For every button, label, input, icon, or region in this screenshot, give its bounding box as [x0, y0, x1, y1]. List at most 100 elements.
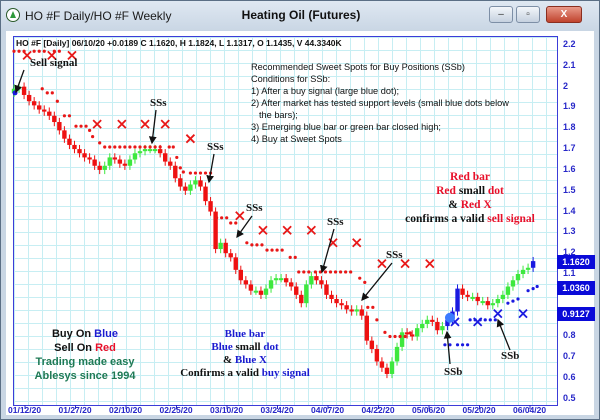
- red-stop-dot: [171, 145, 175, 149]
- red-stop-dot: [375, 318, 379, 322]
- red-stop-dot: [215, 216, 219, 220]
- red-stop-dot: [358, 276, 362, 280]
- red-stop-dot: [153, 145, 157, 149]
- minimize-button[interactable]: ‒: [489, 6, 513, 23]
- candle-body: [314, 276, 319, 281]
- candle-body: [420, 323, 425, 329]
- red-stop-dot: [363, 280, 367, 284]
- sss-label: SSs: [207, 141, 224, 153]
- close-button[interactable]: X: [546, 6, 582, 23]
- ssb-conditions-note: Recommended Sweet Spots for Buy Position…: [251, 61, 509, 145]
- candle-body: [147, 149, 153, 152]
- buy-legend-text: &: [222, 354, 235, 366]
- candle-body: [329, 294, 334, 300]
- candle-body: [31, 101, 37, 106]
- candle-body: [399, 332, 405, 347]
- candle-body: [248, 284, 254, 291]
- red-stop-dot: [302, 270, 306, 274]
- blue-support-dot: [531, 286, 535, 291]
- candle-body: [228, 253, 233, 258]
- candle-body: [132, 153, 138, 160]
- red-stop-dot: [408, 331, 412, 335]
- annotation-arrow: [361, 262, 393, 302]
- candle-body: [208, 201, 213, 212]
- sell-signal-label: Sell signal: [30, 57, 78, 69]
- candle-body: [188, 184, 193, 191]
- brand-text: Sell On: [54, 342, 96, 354]
- blue-support-dot: [466, 343, 470, 347]
- red-stop-dot: [265, 248, 269, 252]
- sss-label: SSs: [386, 249, 403, 261]
- red-x-marker: [377, 258, 387, 269]
- candle-body: [152, 149, 158, 152]
- y-tick-label: 2: [563, 80, 569, 91]
- window-title: HO #F Daily/HO #F Weekly: [25, 9, 172, 23]
- candle-body: [243, 280, 249, 285]
- y-tick-label: 1.6: [563, 163, 576, 174]
- candle-body: [369, 340, 375, 349]
- candle-body: [294, 286, 299, 295]
- candle-body: [394, 346, 400, 362]
- red-stop-dot: [37, 49, 41, 53]
- y-tick-label: 1.8: [563, 122, 576, 133]
- red-stop-dot: [293, 255, 297, 259]
- red-stop-dot: [393, 334, 397, 339]
- red-stop-dot: [220, 216, 224, 220]
- candle-body: [359, 309, 364, 316]
- candle-body: [470, 296, 475, 299]
- red-stop-dot: [42, 49, 46, 53]
- candle-body: [425, 319, 430, 324]
- blue-support-dot: [443, 343, 447, 347]
- red-stop-dot: [62, 114, 66, 118]
- candle-body: [142, 149, 148, 152]
- red-stop-dot: [40, 87, 44, 91]
- red-stop-dot: [275, 248, 279, 252]
- candle-body: [374, 348, 380, 362]
- maximize-button[interactable]: ▫: [516, 6, 540, 23]
- candle-body: [324, 284, 329, 295]
- blue-support-dot: [535, 284, 539, 289]
- red-stop-dot: [234, 221, 238, 225]
- red-stop-dot: [113, 145, 117, 149]
- blue-support-dot: [506, 301, 510, 305]
- candle-body: [193, 180, 198, 185]
- candle-body: [253, 290, 259, 293]
- candle-body: [112, 157, 117, 160]
- sell-legend-text: confirms a valid: [405, 213, 488, 225]
- candle-body: [480, 301, 485, 304]
- red-x-marker: [425, 258, 435, 269]
- red-stop-dot: [45, 91, 49, 95]
- candle-body: [389, 361, 395, 374]
- red-stop-dot: [32, 49, 36, 53]
- title-bar[interactable]: HO #F Daily/HO #F Weekly Heating Oil (Fu…: [1, 1, 599, 31]
- buy-legend-line: Blue bar: [224, 328, 266, 340]
- candle-body: [57, 122, 62, 131]
- blue-support-dot: [460, 343, 465, 347]
- red-stop-dot: [198, 171, 203, 175]
- note-line: Recommended Sweet Spots for Buy Position…: [251, 62, 465, 72]
- candle-body: [97, 165, 102, 170]
- candle-body: [47, 111, 52, 116]
- annotation-arrow: [443, 330, 452, 365]
- red-stop-dot: [313, 270, 317, 274]
- candle-body: [283, 278, 289, 283]
- candle-body: [520, 269, 526, 275]
- red-stop-dot: [323, 270, 328, 274]
- red-stop-dot: [193, 171, 198, 175]
- red-stop-dot: [203, 171, 208, 175]
- red-stop-dot: [55, 99, 59, 103]
- x-tick-label: 03/10/20: [210, 405, 244, 415]
- candle-body: [168, 161, 173, 166]
- candle-body: [26, 94, 32, 102]
- candle-body: [430, 319, 435, 322]
- candle-body: [344, 305, 349, 310]
- candle-body: [460, 288, 465, 295]
- red-stop-dot: [178, 166, 182, 170]
- red-stop-dot: [158, 145, 162, 149]
- chart-client-area: [6, 31, 594, 415]
- candle-body: [62, 130, 67, 139]
- price-level-label: 1.0360: [557, 281, 595, 295]
- red-x-marker: [306, 225, 316, 235]
- y-tick-label: 2.2: [563, 39, 576, 49]
- quote-header: HO #F [Daily] 06/10/20 +0.0189 C 1.1620,…: [16, 38, 342, 48]
